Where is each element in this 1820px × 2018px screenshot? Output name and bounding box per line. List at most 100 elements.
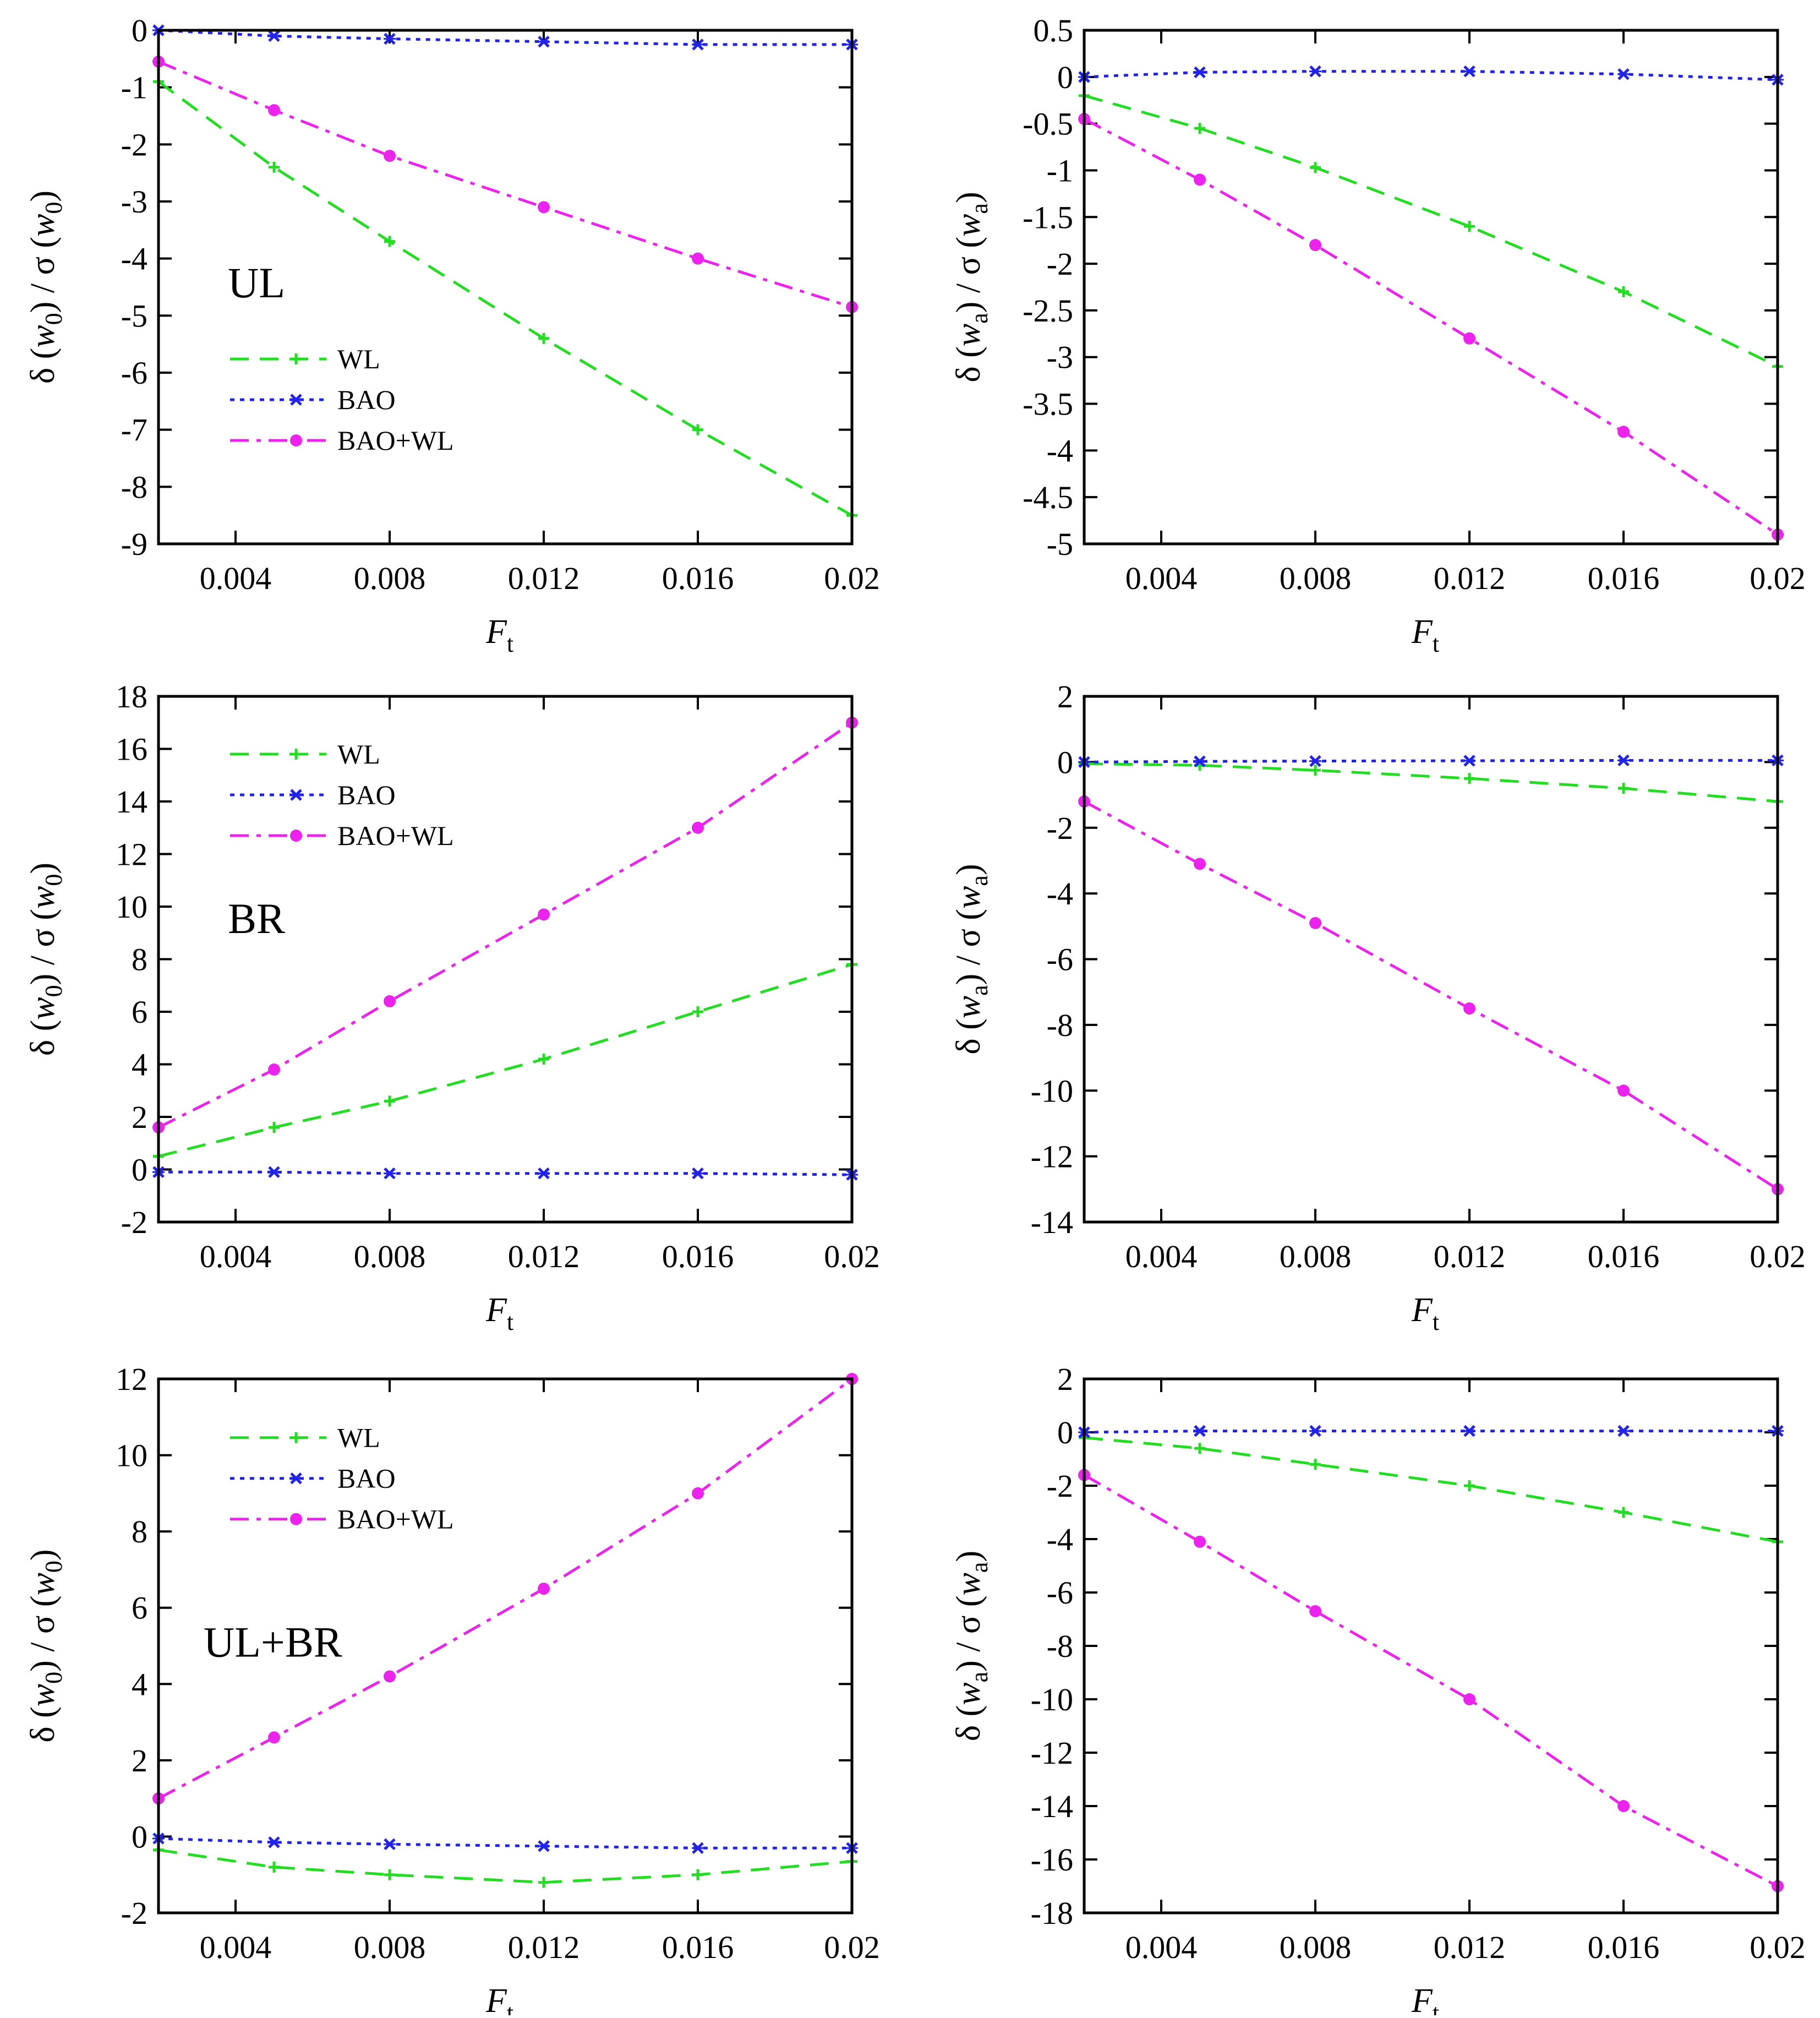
- chart-2-y-tick-label: -4.5: [1023, 479, 1073, 515]
- chart-5-series-bao-line: [158, 1837, 852, 1850]
- chart-2-y-tick-label: -3: [1047, 340, 1073, 375]
- chart-2-x-tick-label: 0.008: [1280, 560, 1352, 596]
- chart-2-series-bao-plus-wl-point: [1194, 173, 1206, 186]
- chart-1-series-bao-line: [158, 29, 852, 46]
- chart-6-y-axis-label: δ (wa) / σ (wa): [950, 1551, 993, 1741]
- chart-3-legend-label: BAO: [337, 779, 396, 810]
- chart-5-series-bao-point: [268, 1836, 280, 1848]
- chart-3-series-bao-plus-wl-point: [268, 1063, 280, 1076]
- chart-6-series-bao-line: [1084, 1430, 1778, 1434]
- chart-1-y-tick-label: -7: [121, 412, 147, 448]
- chart-3-y-tick-label: 10: [116, 889, 147, 925]
- chart-6-y-tick-label: 2: [1057, 1361, 1073, 1397]
- chart-1-series-bao-plus-wl-line: [158, 60, 852, 309]
- chart-6-series-bao-plus-wl-point: [1463, 1693, 1475, 1705]
- chart-5-series-wl-point: [269, 1861, 280, 1873]
- chart-3-x-tick-label: 0.016: [662, 1239, 734, 1274]
- chart-1-series-bao-point: [692, 39, 704, 51]
- chart-3-x-tick-label: 0.012: [508, 1239, 580, 1274]
- chart-6-x-axis-label: Ft: [1411, 1982, 1439, 2015]
- chart-2-y-tick-label: -2: [1047, 246, 1073, 282]
- chart-3-series-wl-point: [384, 1095, 395, 1107]
- chart-2-series-wl-point: [1194, 123, 1205, 134]
- chart-1-series-wl-point: [269, 161, 280, 173]
- chart-3-series-wl-line: [158, 963, 852, 1158]
- chart-4-series-bao-plus-wl-point: [1194, 858, 1206, 870]
- chart-5-y-tick-label: 0: [132, 1819, 147, 1855]
- chart-3-series-bao-point: [384, 1167, 396, 1180]
- chart-3-series-wl-point: [269, 1122, 280, 1133]
- chart-3-legend-marker-bao: [290, 789, 302, 801]
- chart-3-series-bao-point: [268, 1166, 280, 1179]
- chart-6-series-wl-line: [1084, 1436, 1778, 1544]
- chart-5-series-bao-point: [692, 1842, 704, 1854]
- chart-6-series-bao-point: [1617, 1425, 1630, 1437]
- chart-1-y-tick-label: -9: [121, 526, 147, 562]
- chart-3-y-tick-label: 12: [116, 837, 147, 872]
- chart-3-x-axis-label: Ft: [485, 1291, 513, 1335]
- chart-6-x-tick-label: 0.016: [1588, 1929, 1660, 1965]
- chart-4-x-tick-label: 0.008: [1280, 1239, 1352, 1274]
- chart-3-y-tick-label: 4: [132, 1047, 147, 1083]
- chart-4-y-tick-label: -14: [1031, 1204, 1073, 1240]
- chart-6-y-tick-label: -18: [1031, 1895, 1073, 1931]
- chart-5-series-bao-point: [538, 1840, 550, 1852]
- chart-2-y-tick-label: -1.5: [1023, 199, 1073, 235]
- chart-4-series-bao-point: [1463, 755, 1475, 767]
- chart-4-series-bao-plus-wl-point: [1309, 917, 1321, 929]
- chart-6-y-tick-label: -2: [1047, 1468, 1073, 1504]
- chart-2-x-tick-label: 0.016: [1588, 560, 1660, 596]
- chart-3-x-tick-label: 0.004: [200, 1239, 272, 1274]
- chart-4-series-bao-plus-wl-line: [1083, 800, 1779, 1191]
- chart-4-y-axis-label: δ (wa) / σ (wa): [950, 864, 993, 1054]
- chart-6-x-tick-label: 0.012: [1434, 1929, 1506, 1965]
- chart-1: 0.004 0.008 0.012 0.016 0.02 0 -1 -2 -3 -4 -5 -6 -7 -…: [24, 13, 880, 657]
- chart-6-y-tick-label: -16: [1031, 1842, 1073, 1878]
- chart-1-legend-entry-bao: BAO: [230, 384, 396, 415]
- chart-5-legend-label: BAO: [337, 1463, 396, 1494]
- chart-5-legend-entry-bao-plus-wl: BAO+WL: [230, 1504, 454, 1535]
- chart-6-series-bao-plus-wl-point: [1309, 1605, 1321, 1617]
- chart-3-legend-label: BAO+WL: [337, 820, 454, 851]
- chart-4-series-wl-point: [1310, 765, 1321, 776]
- chart-2-series-wl-line: [1084, 94, 1779, 368]
- chart-1-series-wl-point: [692, 424, 703, 435]
- chart-5-y-tick-label: 6: [132, 1590, 147, 1626]
- chart-1-y-tick-label: -2: [121, 127, 147, 162]
- chart-5-plot-frame: [157, 1377, 854, 1915]
- chart-6-series-wl-point: [1194, 1443, 1205, 1454]
- chart-4-series-wl-point: [1618, 783, 1629, 794]
- chart-1-x-tick-label: 0.004: [200, 560, 272, 596]
- chart-5-y-tick-label: 10: [116, 1438, 147, 1474]
- chart-3-y-tick-label: 18: [116, 679, 147, 715]
- chart-6-series-bao-point: [1194, 1425, 1206, 1437]
- chart-4-series-wl-line: [1084, 762, 1778, 803]
- chart-5-series-wl-line: [158, 1848, 852, 1884]
- chart-5-y-axis-label: δ (w0) / σ (w0): [24, 1549, 67, 1742]
- chart-5-series-bao-plus-wl-line: [157, 1377, 853, 1800]
- chart-2-series-wl-point: [1310, 162, 1321, 173]
- chart-2-y-tick-label: -5: [1047, 526, 1073, 562]
- chart-2-plot-frame: [1083, 29, 1779, 546]
- chart-3-legend-entry-bao-plus-wl: BAO+WL: [230, 820, 454, 851]
- chart-4-series-bao-point: [1309, 755, 1321, 767]
- chart-1-series-wl-point: [538, 332, 549, 344]
- chart-2-series-bao-point: [1463, 65, 1475, 78]
- chart-3-legend: WL BAO BAO+WL: [230, 739, 454, 851]
- chart-5-y-tick-label: 8: [132, 1514, 147, 1550]
- chart-3-y-tick-label: 6: [132, 994, 147, 1030]
- chart-1-series-wl-point: [384, 236, 395, 247]
- chart-5-legend-entry-bao: BAO: [230, 1463, 396, 1494]
- chart-2-y-tick-label: 0.5: [1034, 13, 1074, 48]
- chart-6-series-wl-point: [1464, 1480, 1475, 1491]
- chart-1-legend-entry-wl: WL: [230, 343, 380, 374]
- chart-2-x-tick-label: 0.02: [1750, 560, 1806, 596]
- chart-2-series-bao-point: [1194, 66, 1206, 79]
- chart-1-x-tick-label: 0.02: [824, 560, 880, 596]
- chart-5-legend-entry-wl: WL: [230, 1422, 380, 1453]
- chart-1-series-bao-point: [384, 32, 396, 45]
- chart-4-series-bao-plus-wl-point: [1463, 1002, 1475, 1015]
- chart-1-legend-marker-bao: [290, 394, 302, 406]
- chart-2-x-tick-label: 0.012: [1434, 560, 1506, 596]
- chart-5-series-wl-point: [384, 1869, 395, 1880]
